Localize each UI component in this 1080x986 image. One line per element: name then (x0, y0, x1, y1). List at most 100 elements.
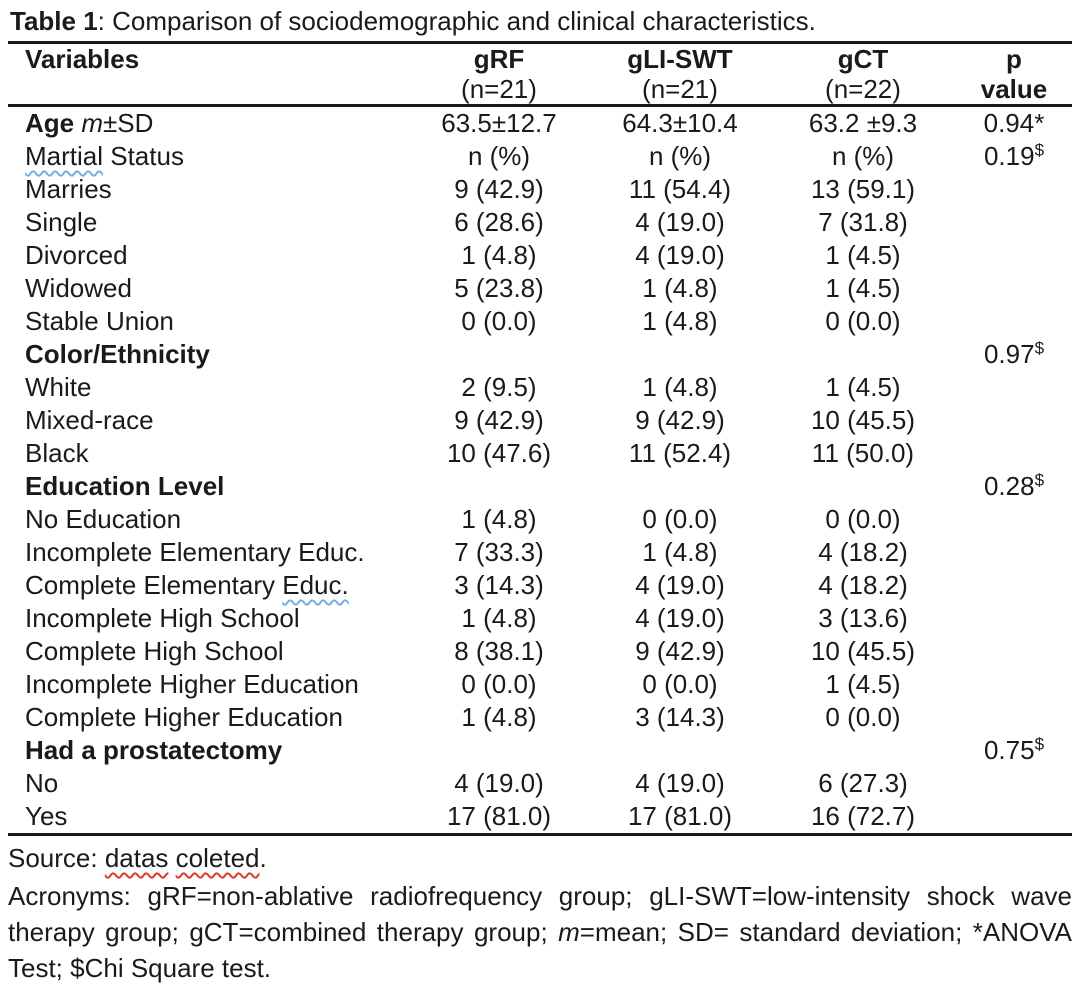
text-run: Marries (25, 174, 112, 204)
value-cell: n (%) (648, 141, 712, 171)
text-run: Stable Union (25, 306, 174, 336)
table-row: Stable Union 0 (0.0) 1 (4.8) 0 (0.0) (8, 305, 1072, 338)
value-cell: 63.2 ±9.3 (808, 108, 918, 138)
p-value-cell (956, 173, 1072, 206)
value-cell: 10 (47.6) (446, 438, 552, 468)
header-gct-name: gCT (837, 44, 889, 74)
p-value-superscript: $ (1034, 338, 1045, 358)
value-cell: 9 (42.9) (635, 636, 725, 666)
value-cell: 4 (19.0) (635, 603, 725, 633)
row-label-cell: Color/Ethnicity (8, 338, 408, 371)
p-value-cell (956, 767, 1072, 800)
header-grf-n: (n=21) (461, 74, 537, 104)
table-caption-label: Table 1 (10, 6, 98, 36)
text-run: White (25, 372, 92, 402)
table-row: Widowed 5 (23.8) 1 (4.8) 1 (4.5) (8, 272, 1072, 305)
value-cell: 11 (52.4) (628, 438, 732, 468)
text-run-misspell-blue: Martial (25, 141, 104, 171)
row-label-cell: Incomplete Higher Education (8, 668, 408, 701)
value-cell: 0 (0.0) (825, 306, 901, 336)
p-value-cell (956, 503, 1072, 536)
value-cell: 9 (42.9) (454, 405, 544, 435)
header-group-gliswt: gLI-SWT (n=21) (590, 42, 770, 107)
value-cell: 1 (4.8) (461, 504, 537, 534)
value-cell: 0 (0.0) (461, 306, 537, 336)
value-cell: 10 (45.5) (810, 405, 916, 435)
header-gliswt-n: (n=21) (642, 74, 718, 104)
row-label-cell: Had a prostatectomy (8, 734, 408, 767)
text-run-misspell-red: coleted (175, 843, 260, 873)
header-variables: Variables (8, 42, 408, 107)
p-value-cell: 0.97$ (983, 338, 1045, 369)
value-cell: n (%) (467, 141, 531, 171)
p-value-cell (956, 701, 1072, 734)
table-row: Incomplete Elementary Educ. 7 (33.3) 1 (4.… (8, 536, 1072, 569)
row-label-cell: Mixed-race (8, 404, 408, 437)
value-cell: 4 (18.2) (818, 570, 908, 600)
row-label-cell: Complete High School (8, 635, 408, 668)
value-cell: 0 (0.0) (461, 669, 537, 699)
p-value-cell (956, 305, 1072, 338)
table-footnotes: Source: datas coleted. Acronyms: gRF=non… (8, 841, 1072, 986)
value-cell: 1 (4.8) (461, 240, 537, 270)
header-gct-n: (n=22) (825, 74, 901, 104)
row-label-cell: Incomplete High School (8, 602, 408, 635)
header-gliswt-name: gLI-SWT (627, 44, 733, 74)
text-run-bold: Education Level (25, 471, 225, 501)
header-grf-name: gRF (473, 44, 525, 74)
value-cell: 1 (4.8) (461, 702, 537, 732)
p-value-superscript: $ (1034, 470, 1045, 490)
value-cell (590, 470, 770, 503)
table-row: No Education 1 (4.8) 0 (0.0) 0 (0.0) (8, 503, 1072, 536)
value-cell: 1 (4.8) (642, 306, 718, 336)
text-run: No Education (25, 504, 182, 534)
table-row: Complete High School 8 (38.1) 9 (42.9) 10 (… (8, 635, 1072, 668)
text-run: . (259, 843, 267, 873)
value-cell: 1 (4.8) (642, 537, 718, 567)
value-cell: 17 (81.0) (627, 801, 733, 831)
value-cell: 63.5±12.7 (441, 108, 557, 138)
text-run: Yes (25, 801, 68, 831)
row-label-cell: No (8, 767, 408, 800)
row-label-cell: Marries (8, 173, 408, 206)
value-cell: 7 (33.3) (454, 537, 544, 567)
value-cell: 1 (4.5) (825, 372, 901, 402)
text-run-italic: m (558, 917, 580, 947)
p-value-cell (956, 272, 1072, 305)
table-body: Age m±SD 63.5±12.7 64.3±10.4 63.2 ±9.3 0.94*… (8, 106, 1072, 835)
value-cell (590, 734, 770, 767)
value-cell: 8 (38.1) (454, 636, 544, 666)
value-cell: 1 (4.5) (825, 240, 901, 270)
p-value-superscript: $ (1034, 140, 1045, 160)
value-cell (408, 338, 590, 371)
value-cell: 64.3±10.4 (622, 108, 738, 138)
value-cell: 0 (0.0) (642, 669, 718, 699)
header-group-gct: gCT (n=22) (770, 42, 956, 107)
row-label-cell: Stable Union (8, 305, 408, 338)
text-run-bold: Had a prostatectomy (25, 735, 283, 765)
table-row: Complete Elementary Educ. 3 (14.3) 4 (19.0… (8, 569, 1072, 602)
text-run: Acronyms: gRF=non-ablative radiofrequenc… (8, 881, 1072, 947)
value-cell: 2 (9.5) (461, 372, 537, 402)
value-cell (408, 470, 590, 503)
p-value-cell: 0.94* (983, 108, 1045, 138)
p-value-cell (956, 635, 1072, 668)
text-run-italic: m (81, 108, 104, 138)
value-cell: n (%) (831, 141, 895, 171)
text-run: No (25, 768, 59, 798)
table-row: Color/Ethnicity 0.97$ (8, 338, 1072, 371)
text-run: Widowed (25, 273, 132, 303)
value-cell: 4 (19.0) (635, 240, 725, 270)
header-group-grf: gRF (n=21) (408, 42, 590, 107)
table-row: Marries 9 (42.9) 11 (54.4) 13 (59.1) (8, 173, 1072, 206)
table-row: Incomplete High School 1 (4.8) 4 (19.0) 3 (… (8, 602, 1072, 635)
text-run: Incomplete Elementary Educ. (25, 537, 365, 567)
value-cell: 0 (0.0) (642, 504, 718, 534)
p-value-cell (956, 800, 1072, 835)
value-cell: 9 (42.9) (454, 174, 544, 204)
acronyms-note: Acronyms: gRF=non-ablative radiofrequenc… (8, 878, 1072, 986)
value-cell: 13 (59.1) (810, 174, 916, 204)
value-cell: 4 (19.0) (635, 768, 725, 798)
row-label-cell: Age m±SD (8, 106, 408, 141)
